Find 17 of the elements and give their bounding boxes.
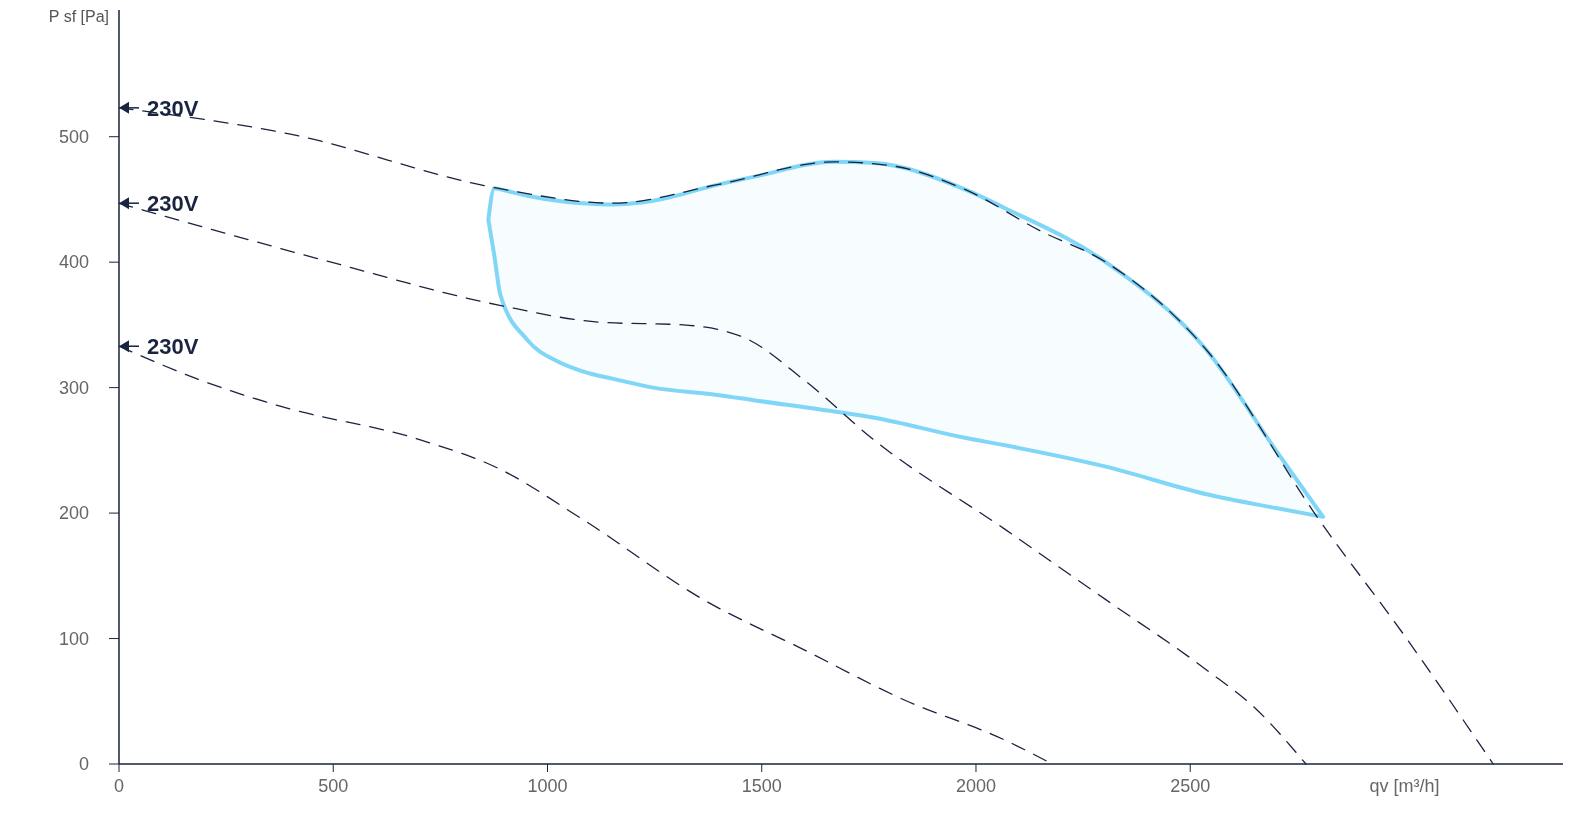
annotation: 230V — [147, 333, 199, 359]
x-tick-label: 1500 — [741, 776, 782, 796]
y-tick-label: 500 — [58, 127, 89, 148]
x-tick-label: 2500 — [1170, 776, 1211, 796]
y-tick-label: 300 — [58, 377, 89, 398]
y-tick-label: 400 — [58, 252, 89, 273]
x-axis-title: qv [m³/h] — [1369, 776, 1440, 796]
y-tick-label: 0 — [78, 754, 89, 775]
y-axis-title: P sf [Pa] — [48, 8, 109, 25]
annotation: 230V — [147, 95, 199, 121]
x-tick-label: 1000 — [527, 776, 568, 796]
x-tick-label: 2000 — [955, 776, 996, 796]
x-tick-label: 0 — [113, 776, 125, 796]
x-tick-label: 500 — [318, 776, 349, 796]
annotation: 230V — [147, 190, 199, 216]
y-tick-label: 100 — [58, 628, 89, 649]
y-tick-label: 200 — [58, 503, 89, 524]
